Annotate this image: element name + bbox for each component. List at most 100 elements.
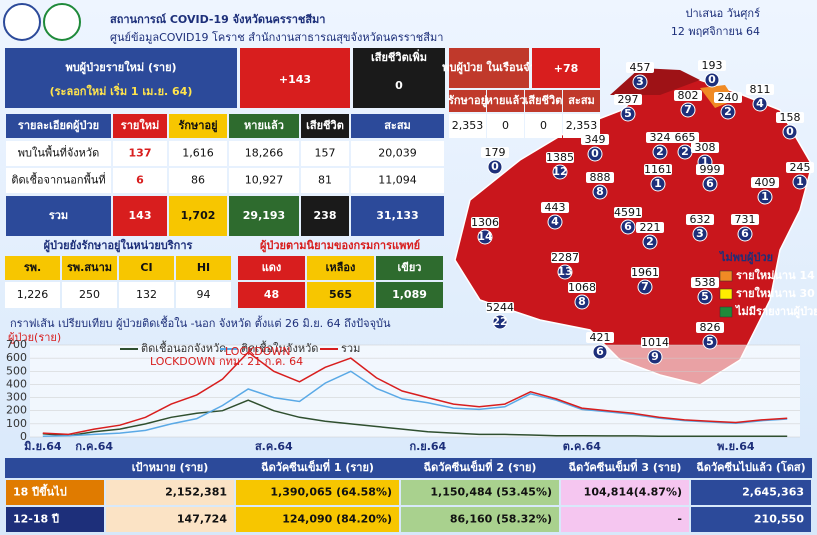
vaccine-value: 2,152,381 <box>165 486 227 499</box>
district-new: 2 <box>681 145 689 158</box>
vaccine-value: - <box>677 513 682 526</box>
y-tick-label: 200 <box>6 404 27 417</box>
district-count: 297 <box>618 93 639 106</box>
district-count: 240 <box>718 91 739 104</box>
prison-header-cell <box>487 90 524 112</box>
table-header: รายใหม่ <box>121 118 159 132</box>
district-count-box <box>614 94 642 105</box>
service-value: 132 <box>136 288 157 301</box>
table-cell <box>113 196 167 236</box>
logo <box>3 3 41 41</box>
prison-count: 0 <box>502 119 509 132</box>
table-cell <box>301 168 349 193</box>
vaccine-value: 104,814(4.87%) <box>584 486 682 499</box>
vaccine-cell <box>106 480 234 505</box>
y-axis-label: ผู้ป่วย(ราย) <box>8 331 61 344</box>
district-count-box <box>671 132 699 143</box>
table-header: สะสม <box>384 119 411 132</box>
district-new: 13 <box>557 265 572 278</box>
vaccine-cell <box>236 480 399 505</box>
table-cell <box>113 141 167 166</box>
logo <box>43 3 81 41</box>
new-cases-box <box>5 48 237 108</box>
map-legend-label: รายใหม่นาน 30 วัน <box>736 286 817 300</box>
table-value: 29,193 <box>243 209 285 222</box>
prison-header-cell <box>449 90 486 112</box>
series-line <box>42 370 788 438</box>
district-badge <box>642 234 658 250</box>
severity-header-cell <box>307 256 374 280</box>
district-new: 1 <box>796 175 804 188</box>
district-badge <box>477 229 493 245</box>
table-cell <box>351 141 444 166</box>
prison-label-box <box>449 48 529 88</box>
service-value: 1,226 <box>17 288 49 301</box>
district-new: 6 <box>706 177 714 190</box>
severity-value-cell <box>307 282 374 308</box>
district-count: 826 <box>700 321 721 334</box>
table-value: 238 <box>314 209 337 222</box>
district-badge <box>620 106 636 122</box>
service-value: 94 <box>197 288 211 301</box>
new-cases-value: +143 <box>279 73 311 86</box>
table-cell <box>229 168 299 193</box>
table-value: 31,133 <box>376 209 418 222</box>
prison-header-cell <box>525 90 562 112</box>
district-badge <box>702 334 718 350</box>
severity-header-cell <box>376 256 443 280</box>
y-tick-label: 400 <box>6 377 27 390</box>
vaccine-value: 147,724 <box>177 513 227 526</box>
district-count: 888 <box>590 171 611 184</box>
legend-label: ติดเชื้อในจังหวัด <box>241 340 318 355</box>
table-header: หายแล้ว <box>244 119 284 132</box>
chart-title: กราฟเส้น เปรียบเทียบ ผู้ป่วยติดเชื้อใน -… <box>10 315 391 330</box>
district-new: 12 <box>552 165 567 178</box>
table-value: รวม <box>49 209 68 222</box>
table-header: รายละเอียดผู้ป่วย <box>18 119 99 133</box>
district-new: 14 <box>477 230 493 243</box>
annotation: LOCKDOWN กทม. 21 ก.ค. 64 <box>150 355 303 368</box>
service-header: CI <box>140 261 152 274</box>
severity-value: 48 <box>264 288 279 301</box>
y-tick-label: 700 <box>6 338 27 351</box>
prison-header: เสียชีวิต <box>525 94 563 107</box>
severity-title: ผู้ป่วยตามนิยามของกรมการแพทย์ <box>260 239 420 253</box>
district-new: 6 <box>741 227 749 240</box>
vaccine-value: 1,150,484 (53.45%) <box>430 486 552 499</box>
district-new: 0 <box>591 147 599 160</box>
map-region <box>610 68 700 95</box>
district-count: 802 <box>678 89 699 102</box>
vaccine-value: 1,390,065 (64.58%) <box>270 486 392 499</box>
district-count-box <box>541 202 569 213</box>
district-badge <box>557 264 573 280</box>
service-value-cell <box>119 282 174 308</box>
table-cell <box>169 141 227 166</box>
table-cell <box>351 168 444 193</box>
prison-value-cell <box>449 114 486 138</box>
legend-label: รวม <box>341 342 360 355</box>
district-badge <box>620 219 636 235</box>
vaccine-cell <box>106 507 234 532</box>
series-line <box>42 351 788 436</box>
vaccine-cell <box>401 480 559 505</box>
district-count: 308 <box>695 141 716 154</box>
district-count-box <box>751 177 779 188</box>
district-new: 4 <box>756 97 764 110</box>
district-count-box <box>644 164 672 175</box>
district-badge <box>592 344 608 360</box>
district-count-box <box>691 142 719 153</box>
table-cell <box>6 168 111 193</box>
service-header: รพ. <box>24 261 41 274</box>
district-count: 1014 <box>641 336 669 349</box>
district-count-box <box>691 277 719 288</box>
district-count: 538 <box>695 276 716 289</box>
table-cell <box>351 196 444 236</box>
table-cell <box>229 141 299 166</box>
table-value: 20,039 <box>378 147 417 160</box>
x-tick-label: ต.ค.64 <box>563 440 602 453</box>
table-value: 157 <box>315 147 336 160</box>
district-count: 811 <box>750 83 771 96</box>
district-count-box <box>551 252 579 263</box>
x-tick-label: พ.ย.64 <box>717 440 755 453</box>
district-new: 0 <box>491 160 499 173</box>
